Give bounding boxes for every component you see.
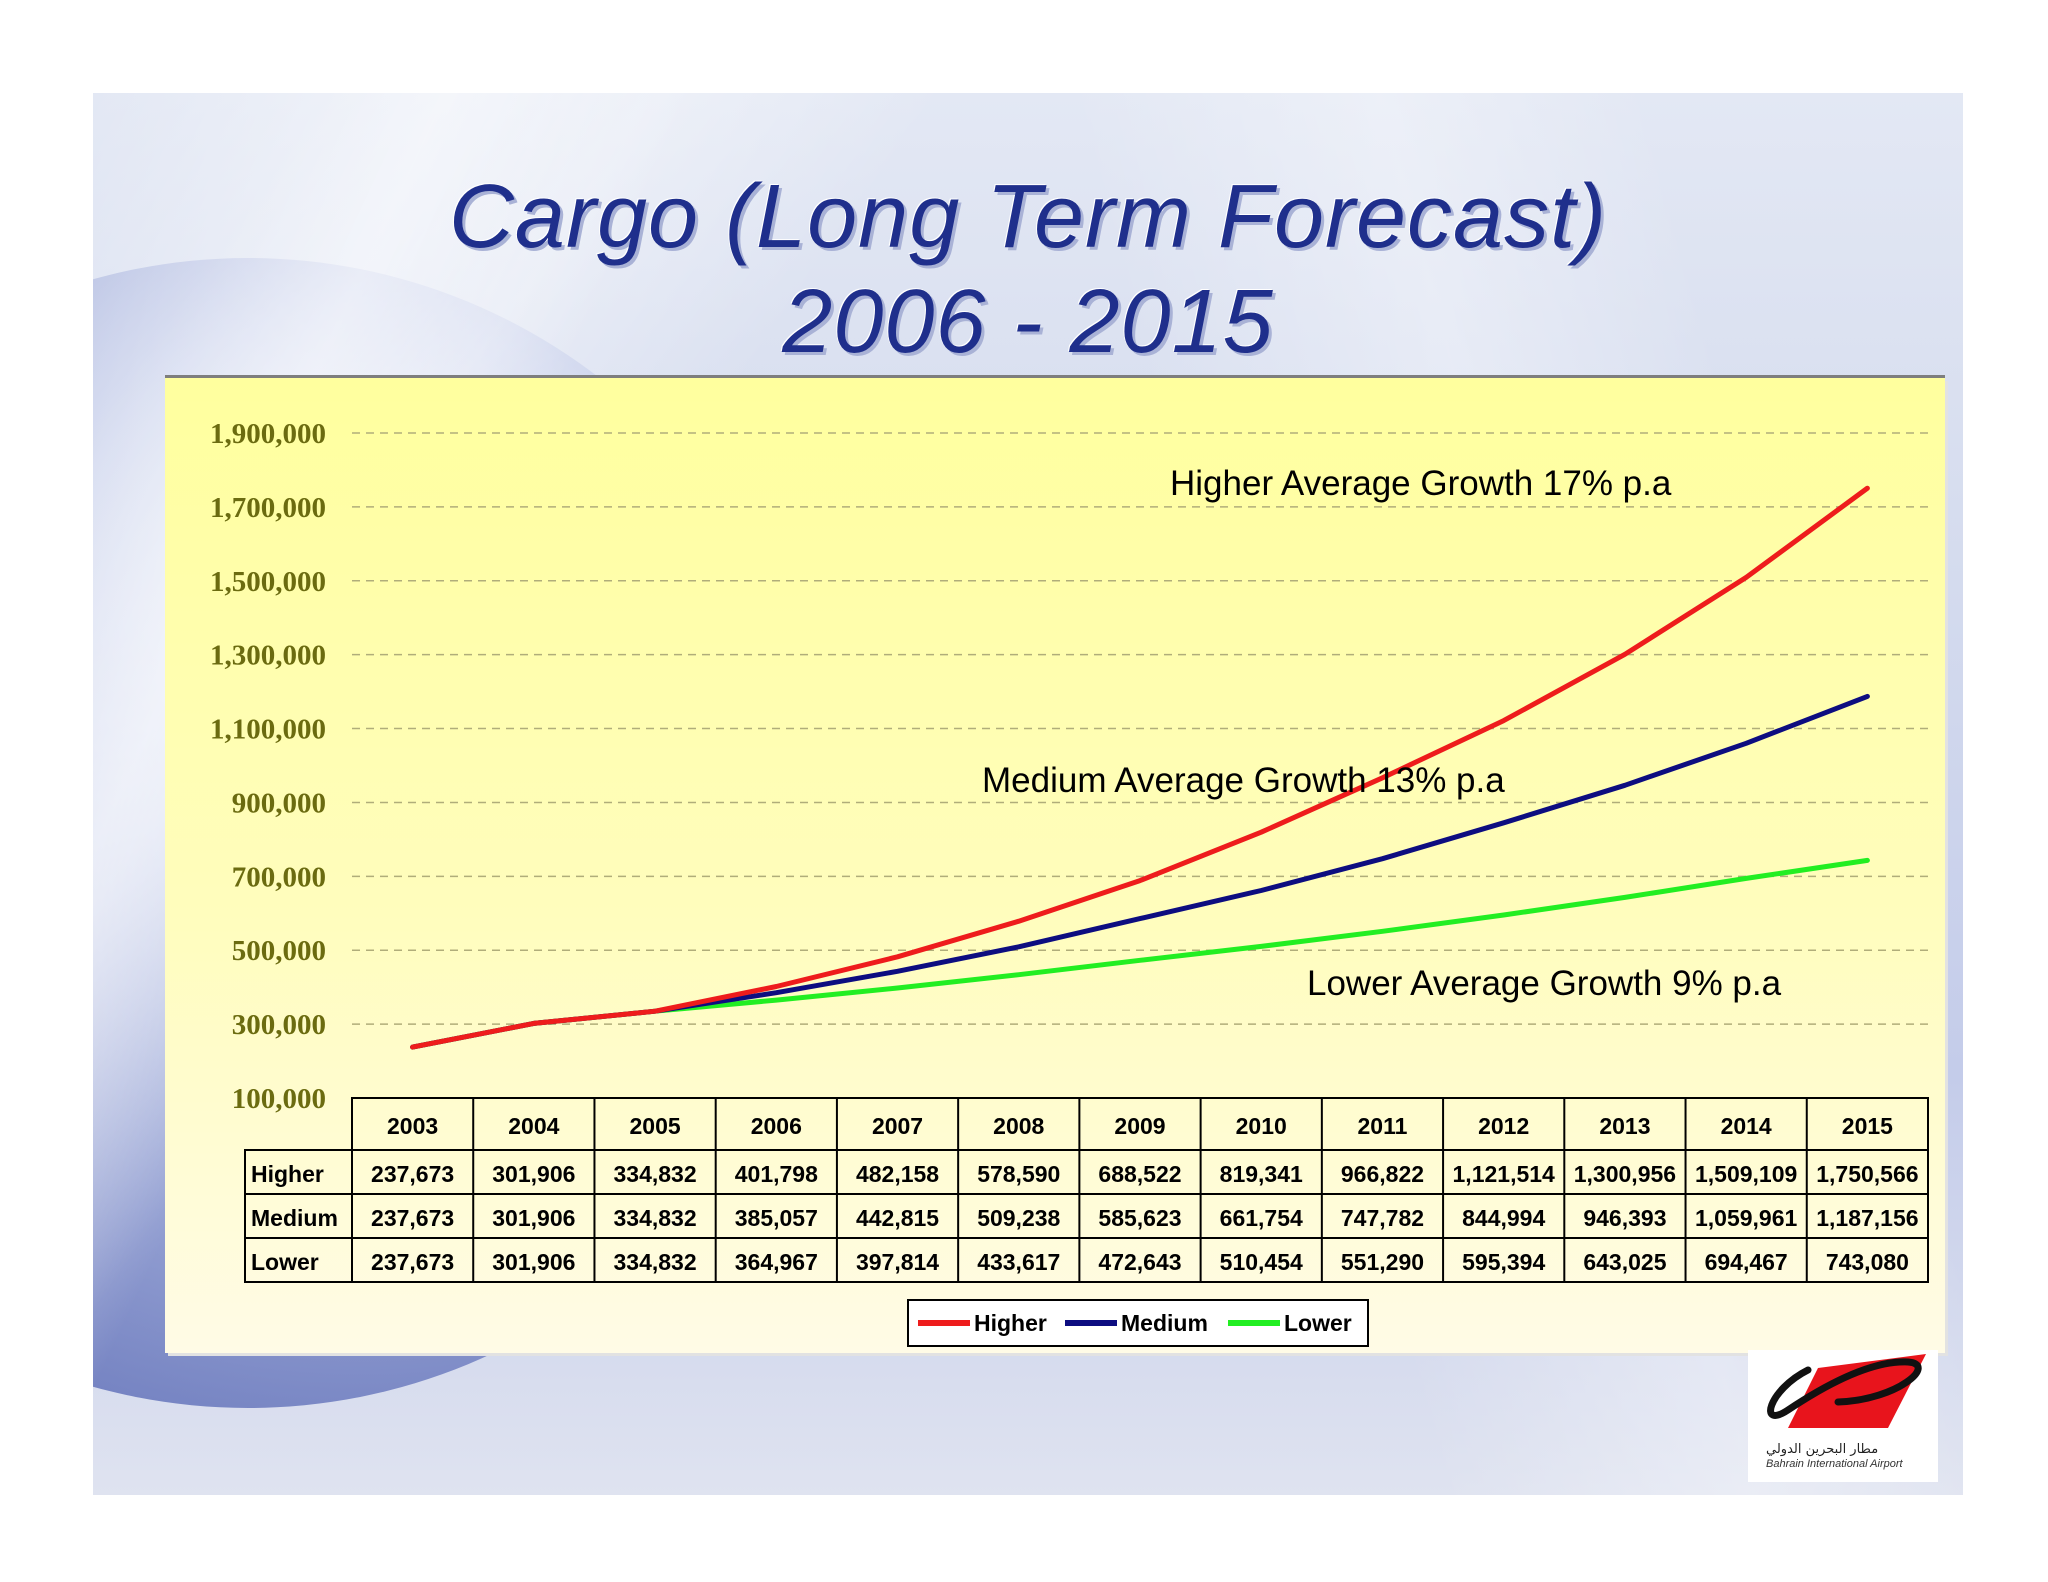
table-row-label: Medium — [251, 1205, 338, 1231]
x-tick-label: 2004 — [508, 1113, 559, 1139]
table-cell-value: 1,059,961 — [1695, 1205, 1798, 1231]
table-body-border — [244, 1149, 1929, 1283]
x-tick-label: 2007 — [872, 1113, 923, 1139]
table-row-label: Lower — [251, 1249, 319, 1275]
table-cell-value: 401,798 — [735, 1161, 818, 1187]
table-cell-value: 385,057 — [735, 1205, 818, 1231]
table-cell-value: 334,832 — [614, 1249, 697, 1275]
table-cell-value: 397,814 — [856, 1249, 939, 1275]
annotation-higher: Higher Average Growth 17% p.a — [1170, 464, 1672, 503]
x-tick-label: 2005 — [629, 1113, 680, 1139]
x-tick-label: 2006 — [751, 1113, 802, 1139]
y-tick-label: 1,100,000 — [210, 714, 326, 746]
series-lines — [410, 485, 1870, 1050]
legend: Higher Medium Lower — [907, 1299, 1369, 1347]
logo-red-shape — [1788, 1354, 1926, 1428]
table-cell-value: 509,238 — [977, 1205, 1060, 1231]
table-cell-value: 578,590 — [977, 1161, 1060, 1187]
x-tick-label: 2011 — [1358, 1113, 1408, 1139]
legend-label-higher: Higher — [974, 1310, 1047, 1336]
x-tick-label: 2009 — [1114, 1113, 1165, 1139]
title-line-1: Cargo (Long Term Forecast) — [448, 167, 1608, 267]
page-title: Cargo (Long Term Forecast) 2006 - 2015 — [93, 165, 1963, 375]
table-cell-value: 482,158 — [856, 1161, 939, 1187]
annotation-lower: Lower Average Growth 9% p.a — [1307, 964, 1782, 1003]
table-cell-value: 643,025 — [1583, 1249, 1666, 1275]
table-row-label: Higher — [251, 1161, 324, 1187]
table-cell-value: 510,454 — [1220, 1249, 1303, 1275]
logo-english-text: Bahrain International Airport — [1766, 1458, 1903, 1470]
table-cell-value: 334,832 — [614, 1205, 697, 1231]
chart-area — [165, 378, 1945, 1353]
y-tick-label: 1,500,000 — [210, 566, 326, 598]
legend-box — [907, 1299, 1369, 1347]
table-cell-value: 1,750,566 — [1816, 1161, 1918, 1187]
table-cell-value: 1,509,109 — [1695, 1161, 1797, 1187]
table-cell-value: 237,673 — [371, 1161, 454, 1187]
airport-logo-mark — [1767, 1354, 1926, 1428]
table-cell-value: 585,623 — [1098, 1205, 1181, 1231]
y-tick-label: 1,700,000 — [210, 492, 326, 524]
table-cell-value: 966,822 — [1341, 1161, 1424, 1187]
table-cell-value: 844,994 — [1462, 1205, 1545, 1231]
table-cell-value: 743,080 — [1826, 1249, 1909, 1275]
x-tick-label: 2015 — [1842, 1113, 1893, 1139]
table-cell-value: 688,522 — [1098, 1161, 1181, 1187]
annotation-medium: Medium Average Growth 13% p.a — [982, 761, 1505, 800]
x-tick-label: 2013 — [1599, 1113, 1650, 1139]
legend-label-medium: Medium — [1121, 1310, 1208, 1336]
table-cell-value: 237,673 — [371, 1249, 454, 1275]
table-cell-value: 301,906 — [492, 1249, 575, 1275]
table-cell-value: 1,121,514 — [1453, 1161, 1556, 1187]
table-cell-value: 334,832 — [614, 1161, 697, 1187]
growth-annotations: Higher Average Growth 17% p.a Medium Aver… — [982, 464, 1782, 1003]
x-tick-label: 2014 — [1721, 1113, 1772, 1139]
table-cell-value: 301,906 — [492, 1161, 575, 1187]
grid-lines — [352, 432, 1928, 1025]
y-tick-label: 900,000 — [232, 787, 326, 819]
table-cell-value: 237,673 — [371, 1205, 454, 1231]
table-cell-value: 551,290 — [1341, 1249, 1424, 1275]
logo-arabic-text: مطار البحرين الدولي — [1766, 1442, 1879, 1457]
table-cell-value: 747,782 — [1341, 1205, 1424, 1231]
table-cell-value: 442,815 — [856, 1205, 939, 1231]
y-tick-label: 300,000 — [232, 1009, 326, 1041]
x-tick-label: 2003 — [387, 1113, 438, 1139]
table-cell-value: 433,617 — [977, 1249, 1060, 1275]
title-line-2: 2006 - 2015 — [782, 272, 1274, 372]
table-cell-value: 946,393 — [1583, 1205, 1666, 1231]
table-cell-value: 819,341 — [1220, 1161, 1303, 1187]
table-cell-value: 1,187,156 — [1816, 1205, 1918, 1231]
x-tick-label: 2008 — [993, 1113, 1044, 1139]
series-line-higher — [410, 485, 1870, 1050]
y-tick-label: 1,300,000 — [210, 640, 326, 672]
table-cell-value: 472,643 — [1098, 1249, 1181, 1275]
airport-logo: مطار البحرين الدولي Bahrain Internationa… — [1748, 1350, 1938, 1482]
table-cell-value: 364,967 — [735, 1249, 818, 1275]
logo-swoosh — [1767, 1358, 1922, 1419]
y-tick-label: 100,000 — [232, 1083, 326, 1115]
series-line-lower — [410, 857, 1870, 1050]
table-cell-value: 1,300,956 — [1574, 1161, 1676, 1187]
data-table: 2003 2004 2005 2006 2007 2008 2009 2010 2011 2012… — [244, 1097, 1929, 1283]
y-tick-label: 700,000 — [232, 861, 326, 893]
y-tick-label: 1,900,000 — [210, 418, 326, 450]
table-cell-value: 595,394 — [1462, 1249, 1545, 1275]
x-tick-label: 2010 — [1236, 1113, 1287, 1139]
y-tick-label: 500,000 — [232, 935, 326, 967]
legend-label-lower: Lower — [1284, 1310, 1352, 1336]
table-cell-value: 694,467 — [1705, 1249, 1788, 1275]
table-cell-value: 661,754 — [1220, 1205, 1303, 1231]
y-axis-ticks: 1,900,000 1,700,000 1,500,000 1,300,000 1,10… — [210, 418, 326, 1115]
table-cell-value: 301,906 — [492, 1205, 575, 1231]
x-tick-label: 2012 — [1478, 1113, 1529, 1139]
